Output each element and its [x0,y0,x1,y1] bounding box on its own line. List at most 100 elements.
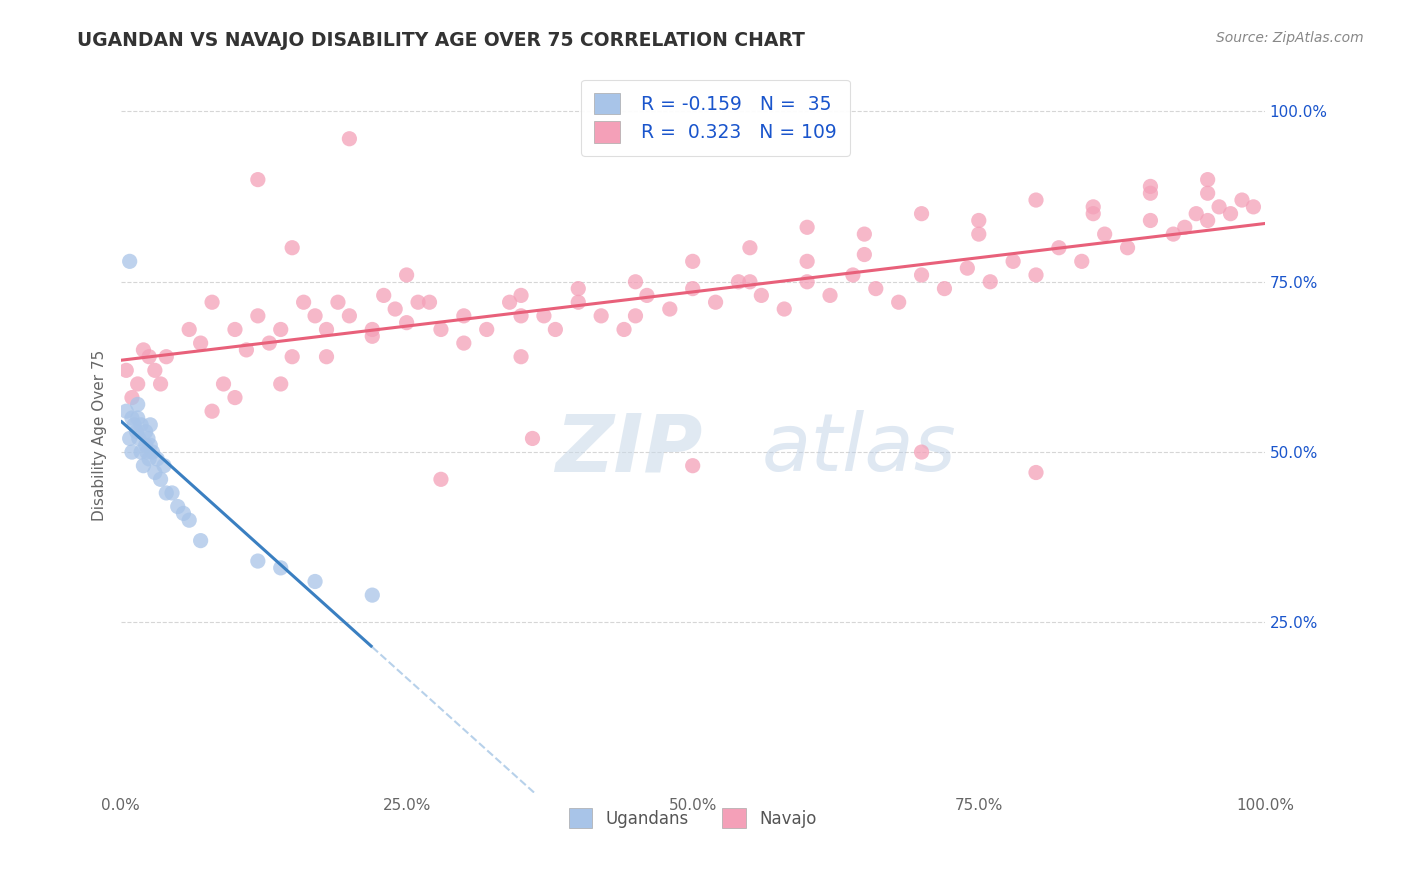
Point [1197,213,1219,227]
Point [682,458,704,473]
Point [122,417,145,432]
Point [136,432,159,446]
Point [259,336,281,351]
Point [384,301,406,316]
Point [1230,193,1253,207]
Point [418,295,440,310]
Point [842,268,865,282]
Y-axis label: Disability Age Over 75: Disability Age Over 75 [93,350,107,521]
Point [567,295,589,310]
Point [1219,207,1241,221]
Point [304,309,326,323]
Point [246,309,269,323]
Point [127,411,149,425]
Point [704,295,727,310]
Point [453,336,475,351]
Point [270,322,292,336]
Point [125,425,148,439]
Point [361,588,384,602]
Point [1139,213,1161,227]
Point [910,207,932,221]
Point [132,458,155,473]
Point [121,445,143,459]
Point [139,417,162,432]
Point [1002,254,1025,268]
Point [135,438,157,452]
Point [498,295,520,310]
Point [326,295,349,310]
Point [118,432,141,446]
Point [738,275,761,289]
Text: ZIP: ZIP [555,410,703,488]
Point [153,458,176,473]
Point [1208,200,1230,214]
Point [475,322,498,336]
Point [160,486,183,500]
Point [967,227,990,241]
Point [129,445,152,459]
Point [1025,193,1047,207]
Point [751,288,773,302]
Point [118,254,141,268]
Point [430,472,453,486]
Point [149,376,172,391]
Point [224,391,246,405]
Point [865,282,887,296]
Point [522,432,544,446]
Point [373,288,395,302]
Point [727,275,749,289]
Text: Source: ZipAtlas.com: Source: ZipAtlas.com [1216,31,1364,45]
Point [979,275,1001,289]
Point [132,343,155,357]
Point [910,268,932,282]
Point [887,295,910,310]
Point [128,432,150,446]
Point [339,132,361,146]
Point [636,288,658,302]
Point [127,397,149,411]
Point [146,451,169,466]
Point [796,220,818,235]
Legend: Ugandans, Navajo: Ugandans, Navajo [562,802,823,834]
Point [127,376,149,391]
Point [270,376,292,391]
Point [796,254,818,268]
Point [1025,466,1047,480]
Point [1116,241,1139,255]
Point [624,275,647,289]
Point [773,301,796,316]
Point [544,322,567,336]
Point [281,241,304,255]
Point [115,404,138,418]
Point [121,391,143,405]
Point [453,309,475,323]
Point [1174,220,1197,235]
Point [1083,200,1105,214]
Point [1163,227,1185,241]
Text: UGANDAN VS NAVAJO DISABILITY AGE OVER 75 CORRELATION CHART: UGANDAN VS NAVAJO DISABILITY AGE OVER 75… [77,31,806,50]
Point [934,282,956,296]
Point [115,363,138,377]
Point [658,301,681,316]
Point [1094,227,1116,241]
Point [143,363,166,377]
Point [910,445,932,459]
Point [235,343,257,357]
Point [315,322,337,336]
Point [361,329,384,343]
Point [956,261,979,276]
Point [1241,200,1264,214]
Point [1185,207,1208,221]
Point [510,350,533,364]
Point [149,472,172,486]
Point [624,309,647,323]
Point [567,282,589,296]
Point [135,425,157,439]
Point [1025,268,1047,282]
Point [613,322,636,336]
Point [967,213,990,227]
Point [190,533,212,548]
Point [129,417,152,432]
Point [246,554,269,568]
Point [212,376,235,391]
